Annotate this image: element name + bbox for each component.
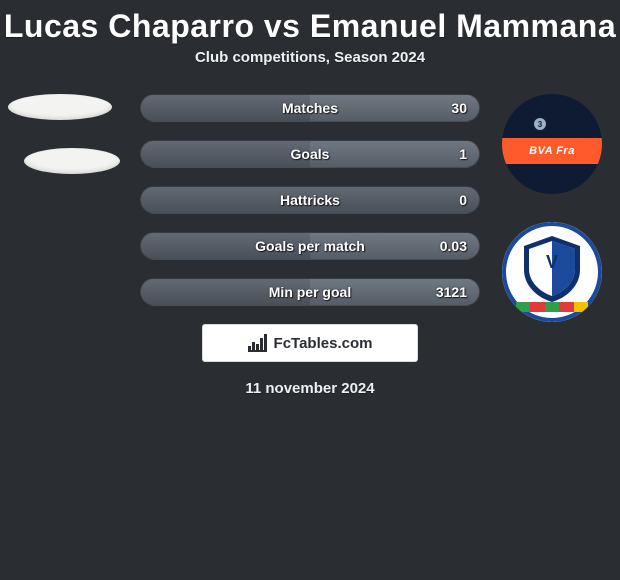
club-badge-2: V <box>502 222 602 322</box>
left-player-column <box>8 94 118 202</box>
left-placeholder-1 <box>8 94 112 120</box>
badge-1-number: 3 <box>534 118 546 130</box>
stat-label: Matches <box>141 95 479 121</box>
stat-label: Min per goal <box>141 279 479 305</box>
club-badge-1: BVA Fra 3 <box>502 94 602 194</box>
stat-bar-goals: Goals 1 <box>140 140 480 168</box>
stat-label: Hattricks <box>141 187 479 213</box>
stat-value-right: 3121 <box>436 279 467 305</box>
right-player-column: BVA Fra 3 V <box>502 94 612 350</box>
stat-value-right: 0.03 <box>440 233 467 259</box>
attribution-text: FcTables.com <box>274 335 373 352</box>
badge-1-band: BVA Fra <box>502 138 602 164</box>
stat-bar-matches: Matches 30 <box>140 94 480 122</box>
attribution-badge: FcTables.com <box>202 324 418 362</box>
comparison-panel: BVA Fra 3 V Matche <box>0 94 620 397</box>
svg-text:V: V <box>546 252 558 272</box>
left-placeholder-2 <box>24 148 120 174</box>
badge-1-bottom <box>502 164 602 194</box>
stat-bar-goals-per-match: Goals per match 0.03 <box>140 232 480 260</box>
page-title: Lucas Chaparro vs Emanuel Mammana <box>0 0 620 49</box>
stat-label: Goals per match <box>141 233 479 259</box>
stat-value-right: 0 <box>459 187 467 213</box>
barchart-icon <box>248 334 268 352</box>
date-label: 11 november 2024 <box>0 380 620 397</box>
stat-label: Goals <box>141 141 479 167</box>
badge-2-flag <box>516 302 588 312</box>
stat-bar-hattricks: Hattricks 0 <box>140 186 480 214</box>
stat-value-right: 30 <box>451 95 467 121</box>
subtitle: Club competitions, Season 2024 <box>0 49 620 66</box>
badge-1-top <box>502 94 602 138</box>
badge-2-shield-icon: V <box>524 236 580 302</box>
stat-value-right: 1 <box>459 141 467 167</box>
stats-bars: Matches 30 Goals 1 Hattricks 0 Goals per… <box>140 94 480 306</box>
stat-bar-min-per-goal: Min per goal 3121 <box>140 278 480 306</box>
